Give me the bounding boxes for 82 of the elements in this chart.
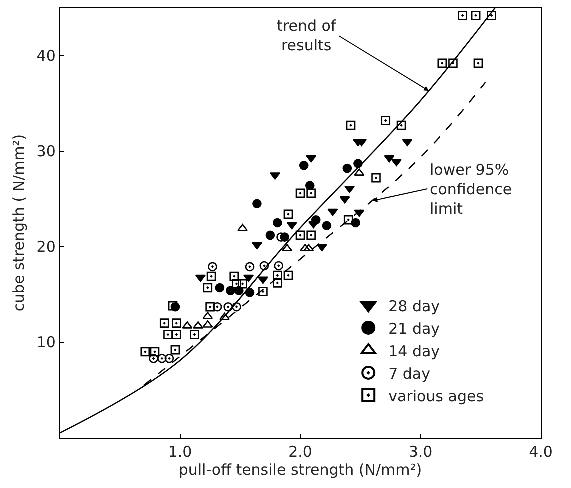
point	[344, 186, 356, 194]
point	[471, 10, 481, 20]
point	[273, 278, 282, 288]
point	[266, 230, 276, 240]
point	[170, 345, 180, 355]
y-tick-label: 30	[36, 142, 56, 161]
point	[149, 354, 158, 364]
point	[203, 283, 213, 293]
x-tick-label: 2.0	[288, 443, 312, 462]
point	[164, 354, 174, 364]
point	[168, 301, 178, 311]
point	[252, 242, 262, 250]
point	[252, 199, 262, 209]
legend-label: 28 day	[388, 297, 440, 316]
point	[448, 58, 458, 68]
y-tick-label: 20	[36, 238, 56, 256]
annotation: lower 95% confidence limit	[430, 161, 512, 218]
legend-label: various ages	[388, 387, 484, 406]
point	[306, 155, 317, 163]
point	[215, 283, 225, 293]
point	[458, 10, 468, 20]
point	[245, 288, 255, 298]
point	[164, 330, 173, 340]
point	[206, 302, 215, 312]
point	[258, 276, 268, 284]
legend-label: 14 day	[388, 342, 440, 360]
point	[245, 262, 255, 272]
legend-label: 21 day	[388, 320, 440, 338]
point	[208, 262, 218, 272]
point	[158, 354, 167, 364]
point	[344, 215, 354, 225]
point	[438, 58, 448, 68]
point	[274, 261, 284, 271]
point	[244, 274, 254, 282]
x-tick-label: 4.0	[529, 443, 553, 462]
point	[224, 302, 233, 312]
point	[340, 196, 350, 204]
point	[306, 230, 316, 240]
point	[273, 218, 282, 228]
point	[342, 164, 352, 174]
point	[232, 302, 242, 312]
point	[195, 274, 206, 282]
point	[160, 318, 170, 328]
point	[190, 330, 200, 340]
x-axis-title: pull-off tensile strength (N/mm²)	[178, 461, 422, 480]
point	[286, 222, 298, 230]
point	[284, 210, 294, 220]
point	[328, 208, 338, 216]
point	[258, 287, 268, 296]
point	[284, 270, 294, 280]
point	[238, 280, 248, 289]
x-tick-label: 3.0	[408, 443, 433, 462]
legend-label: 7 day	[388, 364, 431, 383]
point	[172, 330, 182, 340]
point	[296, 188, 306, 198]
point	[140, 347, 150, 357]
point	[172, 318, 182, 328]
point	[372, 173, 381, 183]
point	[474, 58, 484, 68]
annotation: trend of results	[277, 17, 337, 54]
point	[316, 244, 328, 252]
point	[306, 188, 316, 198]
point	[396, 120, 406, 130]
point	[260, 261, 270, 271]
point	[273, 270, 282, 280]
y-tick-label: 10	[36, 334, 56, 352]
y-axis-title: cube strength ( N/mm²)	[10, 134, 28, 312]
point	[296, 230, 306, 240]
point	[487, 10, 496, 20]
point	[230, 272, 240, 282]
x-tick-label: 1.0	[168, 443, 192, 462]
point	[384, 155, 395, 163]
point	[381, 116, 391, 126]
y-tick-label: 40	[36, 47, 56, 66]
point	[212, 302, 222, 312]
point	[299, 161, 309, 170]
point	[322, 221, 332, 231]
point	[346, 120, 356, 130]
point	[150, 347, 160, 357]
point	[202, 312, 214, 320]
point	[311, 215, 321, 225]
point	[206, 272, 216, 282]
